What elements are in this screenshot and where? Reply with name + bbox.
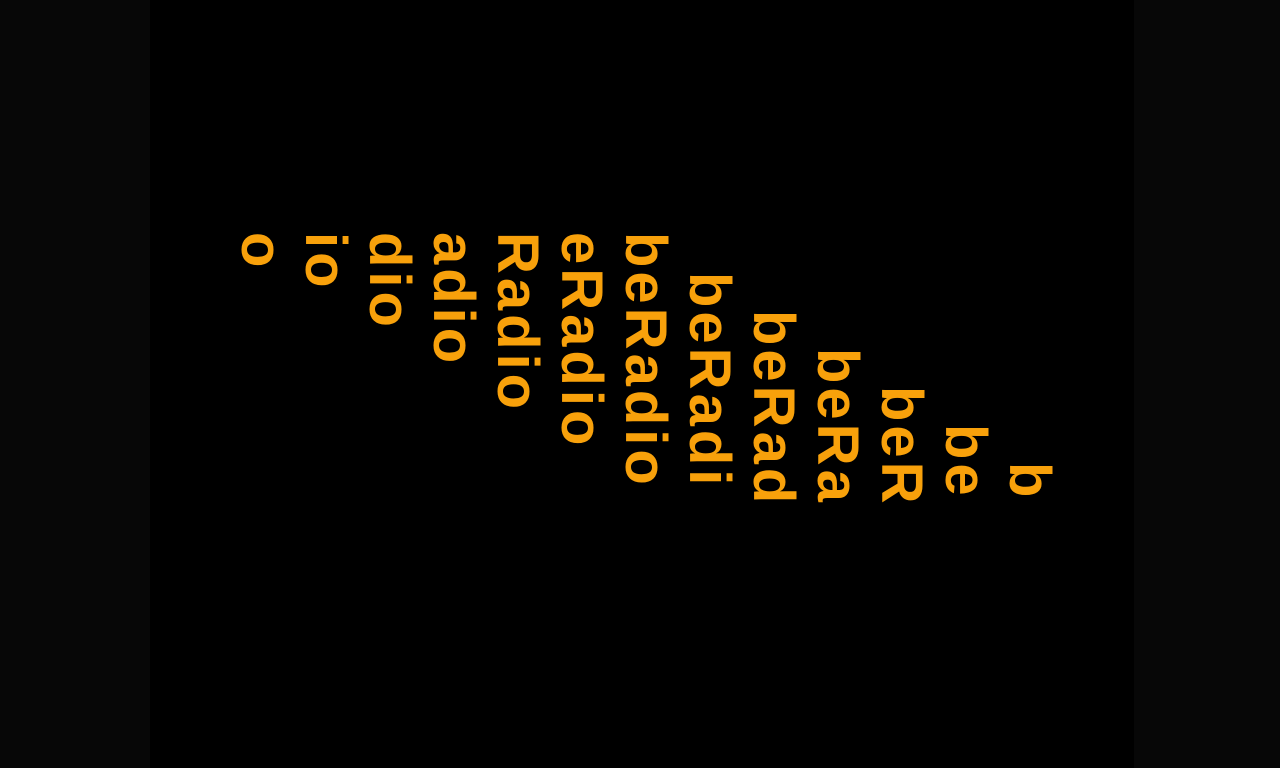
logo-frame-5: beRad [741,310,806,508]
logo-frame-2: be [933,424,998,500]
logo-frame-12: io [293,232,358,292]
splash-stage: b be beR beRa beRad beRadi beRadio eRadi… [150,0,1134,768]
logo-frame-6: beRadi [677,272,742,490]
right-pillarbox [1134,0,1280,768]
logo-frame-13: o [229,232,294,272]
logo-frame-11: dio [357,232,422,331]
logo-frame-4: beRa [805,348,870,506]
logo-frame-7: beRadio [613,232,678,489]
logo-frame-9: Radio [485,232,550,414]
logo-frame-3: beR [869,386,934,508]
logo-frame-1: b [997,462,1062,502]
logo-frame-10: adio [421,232,486,368]
logo-frame-8: eRadio [549,232,614,450]
left-pillarbox [0,0,150,768]
